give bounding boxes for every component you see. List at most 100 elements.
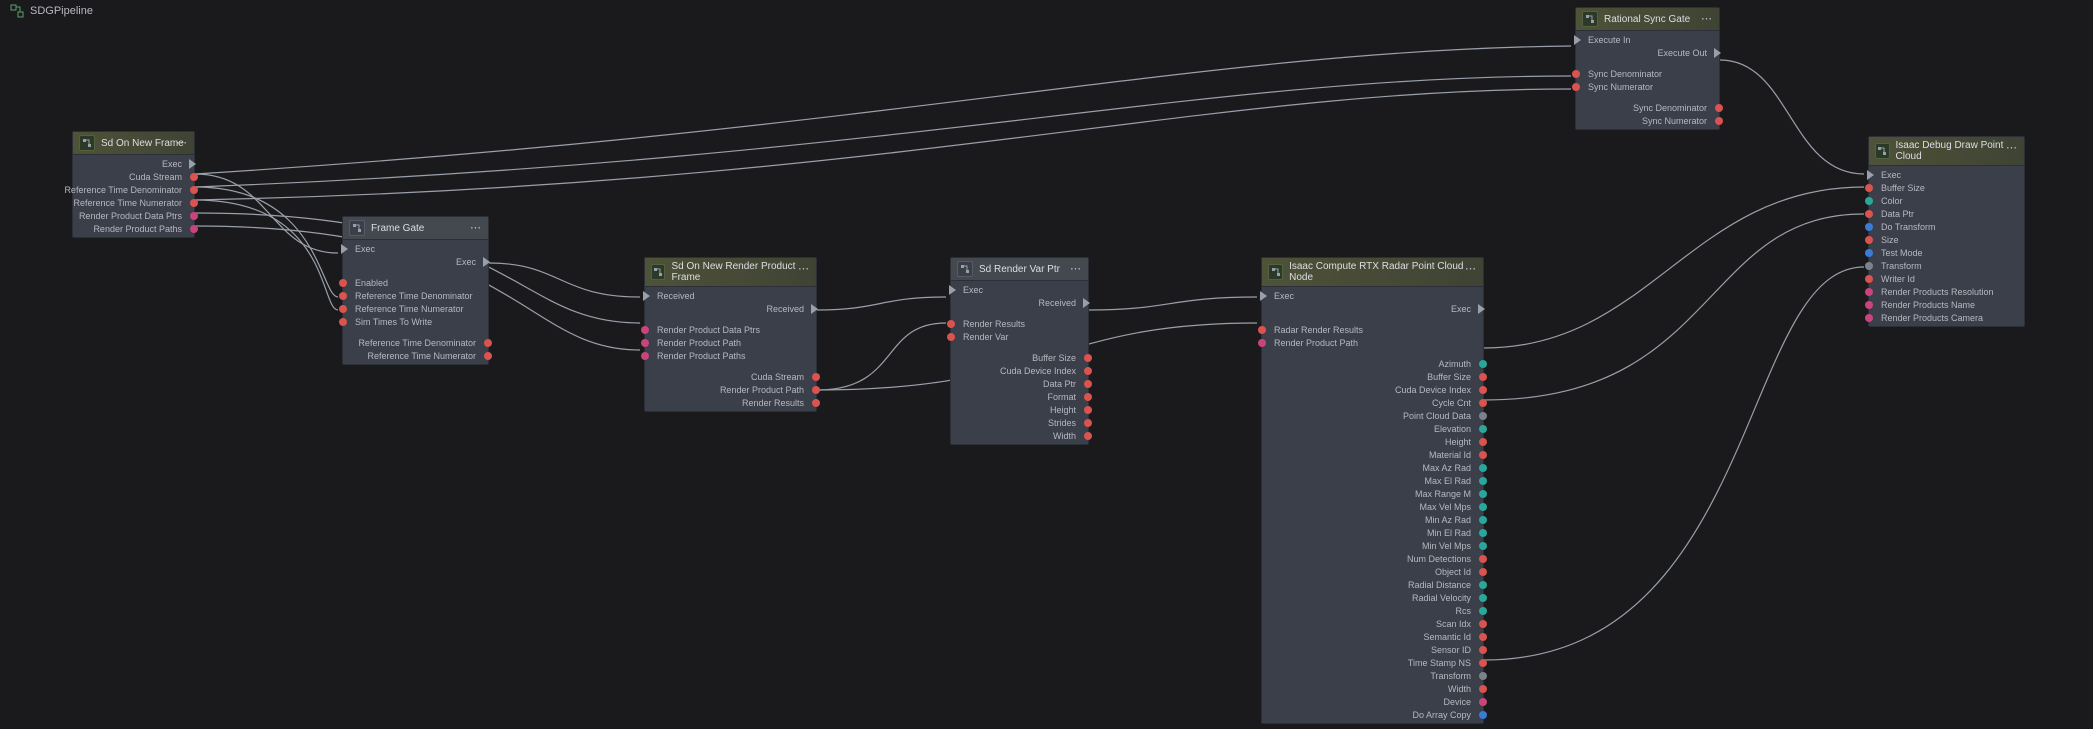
node-header[interactable]: Sd On New Render Product Frame⋯: [645, 258, 816, 287]
node-menu-icon[interactable]: ⋯: [176, 136, 188, 149]
data-port[interactable]: [1479, 672, 1487, 680]
data-port[interactable]: [1479, 646, 1487, 654]
data-port[interactable]: [1258, 326, 1266, 334]
node-header[interactable]: Isaac Debug Draw Point Cloud⋯: [1869, 137, 2024, 166]
data-port[interactable]: [812, 373, 820, 381]
data-port[interactable]: [1865, 314, 1873, 322]
node-header[interactable]: Isaac Compute RTX Radar Point Cloud Node…: [1262, 258, 1483, 287]
exec-port[interactable]: [1714, 48, 1721, 58]
data-port[interactable]: [1479, 633, 1487, 641]
data-port[interactable]: [1479, 464, 1487, 472]
node-sdRenderVarPtr[interactable]: Sd Render Var Ptr⋯ExecReceivedRender Res…: [950, 257, 1089, 445]
exec-port[interactable]: [1083, 298, 1090, 308]
data-port[interactable]: [484, 339, 492, 347]
data-port[interactable]: [1865, 301, 1873, 309]
data-port[interactable]: [1865, 223, 1873, 231]
data-port[interactable]: [484, 352, 492, 360]
data-port[interactable]: [190, 186, 198, 194]
data-port[interactable]: [1479, 503, 1487, 511]
node-menu-icon[interactable]: ⋯: [1465, 262, 1477, 275]
data-port[interactable]: [1865, 262, 1873, 270]
node-menu-icon[interactable]: ⋯: [2006, 141, 2018, 154]
node-rationalSyncGate[interactable]: Rational Sync Gate⋯Execute InExecute Out…: [1575, 7, 1720, 130]
data-port[interactable]: [1479, 516, 1487, 524]
data-port[interactable]: [1572, 70, 1580, 78]
node-isaacDebugDraw[interactable]: Isaac Debug Draw Point Cloud⋯ExecBuffer …: [1868, 136, 2025, 327]
data-port[interactable]: [1479, 451, 1487, 459]
data-port[interactable]: [1479, 685, 1487, 693]
exec-port[interactable]: [1574, 35, 1581, 45]
data-port[interactable]: [1865, 197, 1873, 205]
data-port[interactable]: [1479, 698, 1487, 706]
data-port[interactable]: [1479, 659, 1487, 667]
data-port[interactable]: [1084, 393, 1092, 401]
node-isaacComputeRTX[interactable]: Isaac Compute RTX Radar Point Cloud Node…: [1261, 257, 1484, 724]
data-port[interactable]: [1865, 210, 1873, 218]
data-port[interactable]: [339, 305, 347, 313]
data-port[interactable]: [1258, 339, 1266, 347]
node-menu-icon[interactable]: ⋯: [798, 262, 810, 275]
data-port[interactable]: [1865, 236, 1873, 244]
data-port[interactable]: [1479, 438, 1487, 446]
data-port[interactable]: [1479, 568, 1487, 576]
exec-port[interactable]: [341, 244, 348, 254]
data-port[interactable]: [339, 292, 347, 300]
data-port[interactable]: [1479, 399, 1487, 407]
exec-port[interactable]: [1478, 304, 1485, 314]
node-menu-icon[interactable]: ⋯: [470, 221, 482, 234]
data-port[interactable]: [1479, 412, 1487, 420]
data-port[interactable]: [947, 333, 955, 341]
node-menu-icon[interactable]: ⋯: [1070, 262, 1082, 275]
exec-port[interactable]: [811, 304, 818, 314]
data-port[interactable]: [1479, 373, 1487, 381]
data-port[interactable]: [1479, 594, 1487, 602]
data-port[interactable]: [1479, 711, 1487, 719]
data-port[interactable]: [947, 320, 955, 328]
data-port[interactable]: [339, 318, 347, 326]
data-port[interactable]: [1865, 184, 1873, 192]
exec-port[interactable]: [483, 257, 490, 267]
exec-port[interactable]: [1867, 170, 1874, 180]
data-port[interactable]: [1084, 432, 1092, 440]
data-port[interactable]: [1479, 542, 1487, 550]
data-port[interactable]: [1479, 607, 1487, 615]
data-port[interactable]: [1479, 529, 1487, 537]
data-port[interactable]: [1084, 354, 1092, 362]
data-port[interactable]: [1865, 288, 1873, 296]
data-port[interactable]: [641, 326, 649, 334]
data-port[interactable]: [1865, 275, 1873, 283]
node-sdOnNewRenderProductFrame[interactable]: Sd On New Render Product Frame⋯ReceivedR…: [644, 257, 817, 412]
node-sdOnNewFrame[interactable]: Sd On New Frame⋯ExecCuda StreamReference…: [72, 131, 195, 238]
data-port[interactable]: [1084, 419, 1092, 427]
data-port[interactable]: [1479, 490, 1487, 498]
data-port[interactable]: [1715, 104, 1723, 112]
data-port[interactable]: [1479, 555, 1487, 563]
data-port[interactable]: [1479, 360, 1487, 368]
data-port[interactable]: [1084, 406, 1092, 414]
data-port[interactable]: [812, 386, 820, 394]
data-port[interactable]: [641, 339, 649, 347]
data-port[interactable]: [190, 225, 198, 233]
exec-port[interactable]: [1260, 291, 1267, 301]
data-port[interactable]: [1479, 477, 1487, 485]
node-header[interactable]: Frame Gate⋯: [343, 217, 488, 240]
node-graph-canvas[interactable]: Sd On New Frame⋯ExecCuda StreamReference…: [0, 0, 2093, 729]
exec-port[interactable]: [189, 159, 196, 169]
data-port[interactable]: [812, 399, 820, 407]
data-port[interactable]: [1479, 425, 1487, 433]
exec-port[interactable]: [643, 291, 650, 301]
data-port[interactable]: [190, 173, 198, 181]
node-header[interactable]: Sd Render Var Ptr⋯: [951, 258, 1088, 281]
data-port[interactable]: [1479, 620, 1487, 628]
data-port[interactable]: [190, 199, 198, 207]
node-frameGate[interactable]: Frame Gate⋯ExecExecEnabledReference Time…: [342, 216, 489, 365]
node-menu-icon[interactable]: ⋯: [1701, 12, 1713, 25]
exec-port[interactable]: [949, 285, 956, 295]
data-port[interactable]: [339, 279, 347, 287]
data-port[interactable]: [1479, 581, 1487, 589]
node-header[interactable]: Rational Sync Gate⋯: [1576, 8, 1719, 31]
data-port[interactable]: [1715, 117, 1723, 125]
data-port[interactable]: [1865, 249, 1873, 257]
data-port[interactable]: [641, 352, 649, 360]
data-port[interactable]: [1572, 83, 1580, 91]
